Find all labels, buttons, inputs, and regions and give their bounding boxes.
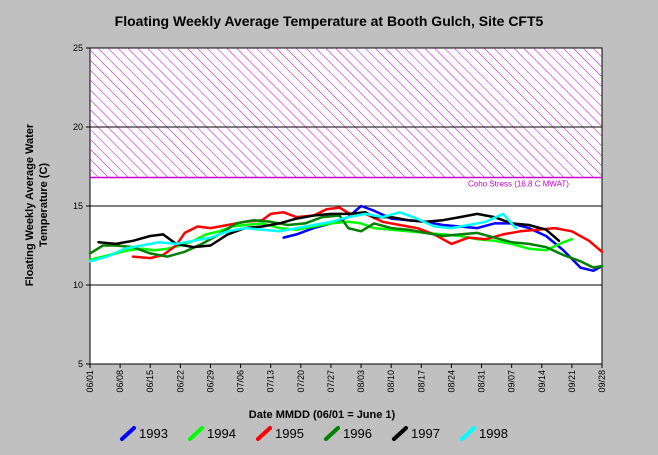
legend-label-1997: 1997 bbox=[411, 426, 440, 441]
legend-swatch-1996 bbox=[324, 426, 340, 441]
y-tick-label: 10 bbox=[73, 280, 83, 290]
legend-label-1996: 1996 bbox=[343, 426, 372, 441]
x-tick-label: 09/14 bbox=[537, 370, 547, 393]
x-tick-label: 06/29 bbox=[205, 370, 215, 393]
series-line-1996 bbox=[88, 214, 604, 269]
legend-label-1998: 1998 bbox=[479, 426, 508, 441]
x-tick-label: 06/22 bbox=[175, 370, 185, 393]
legend-swatch-1994 bbox=[188, 426, 204, 441]
coho-stress-annotation: Coho Stress (16.8 C MWAT) bbox=[468, 180, 569, 189]
series-line-1998 bbox=[88, 211, 518, 263]
series-line-1997 bbox=[97, 211, 561, 249]
legend-swatch-1995 bbox=[256, 426, 272, 441]
x-tick-label: 07/13 bbox=[266, 370, 276, 393]
y-axis-label: Floating Weekly Average Water Temperature… bbox=[24, 123, 50, 286]
legend-label-1995: 1995 bbox=[275, 426, 304, 441]
y-tick-label: 25 bbox=[73, 43, 83, 53]
x-tick-label: 06/01 bbox=[85, 370, 95, 393]
legend-label-1994: 1994 bbox=[207, 426, 236, 441]
x-tick-label: 09/28 bbox=[597, 370, 607, 393]
legend: 1993 1994 1995 1996 1997 1998 bbox=[120, 426, 508, 441]
y-tick-label: 5 bbox=[78, 359, 83, 369]
x-tick-label: 06/15 bbox=[145, 370, 155, 393]
x-tick-label: 07/06 bbox=[236, 370, 246, 393]
y-tick-label: 15 bbox=[73, 201, 83, 211]
legend-swatch-1997 bbox=[392, 426, 408, 441]
x-tick-label: 07/27 bbox=[326, 370, 336, 393]
series-line-1994 bbox=[88, 220, 574, 261]
y-axis-label-line: Temperature (C) bbox=[38, 163, 50, 247]
x-tick-label: 09/07 bbox=[507, 370, 517, 393]
x-tick-label: 08/17 bbox=[416, 370, 426, 393]
legend-swatch-1998 bbox=[460, 426, 476, 441]
y-tick-label: 20 bbox=[73, 122, 83, 132]
x-tick-label: 07/20 bbox=[296, 370, 306, 393]
x-tick-label: 06/08 bbox=[115, 370, 125, 393]
legend-swatch-1993 bbox=[120, 426, 136, 441]
x-tick-label: 08/10 bbox=[386, 370, 396, 393]
coho-stress-band bbox=[90, 48, 602, 178]
x-tick-label: 08/03 bbox=[356, 370, 366, 393]
y-axis-label-line: Floating Weekly Average Water bbox=[24, 123, 36, 286]
x-tick-label: 09/21 bbox=[567, 370, 577, 393]
legend-label-1993: 1993 bbox=[139, 426, 168, 441]
series-line-1995 bbox=[131, 206, 604, 260]
y-axis-label-group: Floating Weekly Average Water Temperature… bbox=[24, 123, 50, 286]
x-axis-label: Date MMDD (06/01 = June 1) bbox=[249, 409, 396, 421]
chart-title: Floating Weekly Average Temperature at B… bbox=[115, 13, 544, 29]
x-tick-label: 08/31 bbox=[477, 370, 487, 393]
x-tick-label: 08/24 bbox=[446, 370, 456, 393]
